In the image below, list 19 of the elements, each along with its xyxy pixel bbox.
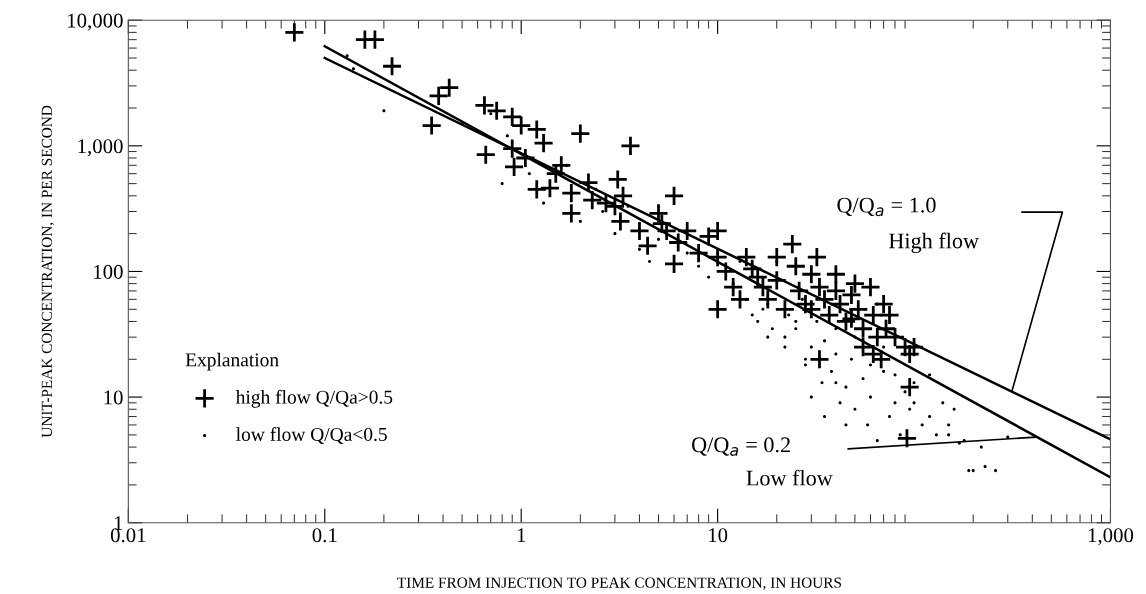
legend-label: high flow Q/Qa>0.5 bbox=[235, 389, 393, 408]
y-tick-label: 1,000 bbox=[78, 139, 123, 157]
x-axis-title: TIME FROM INJECTION TO PEAK CONCENTRATION, IN HOURS bbox=[397, 577, 841, 590]
x-tick-label: 1,000 bbox=[1088, 528, 1134, 546]
annotation: High flow bbox=[888, 232, 979, 254]
x-tick-label: 10 bbox=[709, 528, 728, 543]
y-axis-title: UNIT-PEAK CONCENTRATION, IN PER SECOND bbox=[41, 105, 55, 438]
annotation: Q/Q$_{a}$ = 1.0 bbox=[837, 197, 936, 217]
annotation: Q/Q$_{a}$ = 0.2 bbox=[692, 437, 790, 456]
y-tick-label: 10 bbox=[104, 390, 123, 405]
legend-title: Explanation bbox=[185, 352, 279, 371]
x-tick-label: 1 bbox=[517, 528, 526, 543]
y-tick-label: 100 bbox=[94, 264, 123, 279]
legend-label: low flow Q/Qa<0.5 bbox=[236, 427, 387, 444]
y-tick-label: 1 bbox=[114, 516, 123, 530]
y-tick-label: 10,000 bbox=[68, 13, 123, 31]
x-tick-label: 0.1 bbox=[312, 528, 337, 543]
annotation: Low flow bbox=[746, 469, 833, 486]
x-tick-label: 0.01 bbox=[110, 528, 146, 543]
